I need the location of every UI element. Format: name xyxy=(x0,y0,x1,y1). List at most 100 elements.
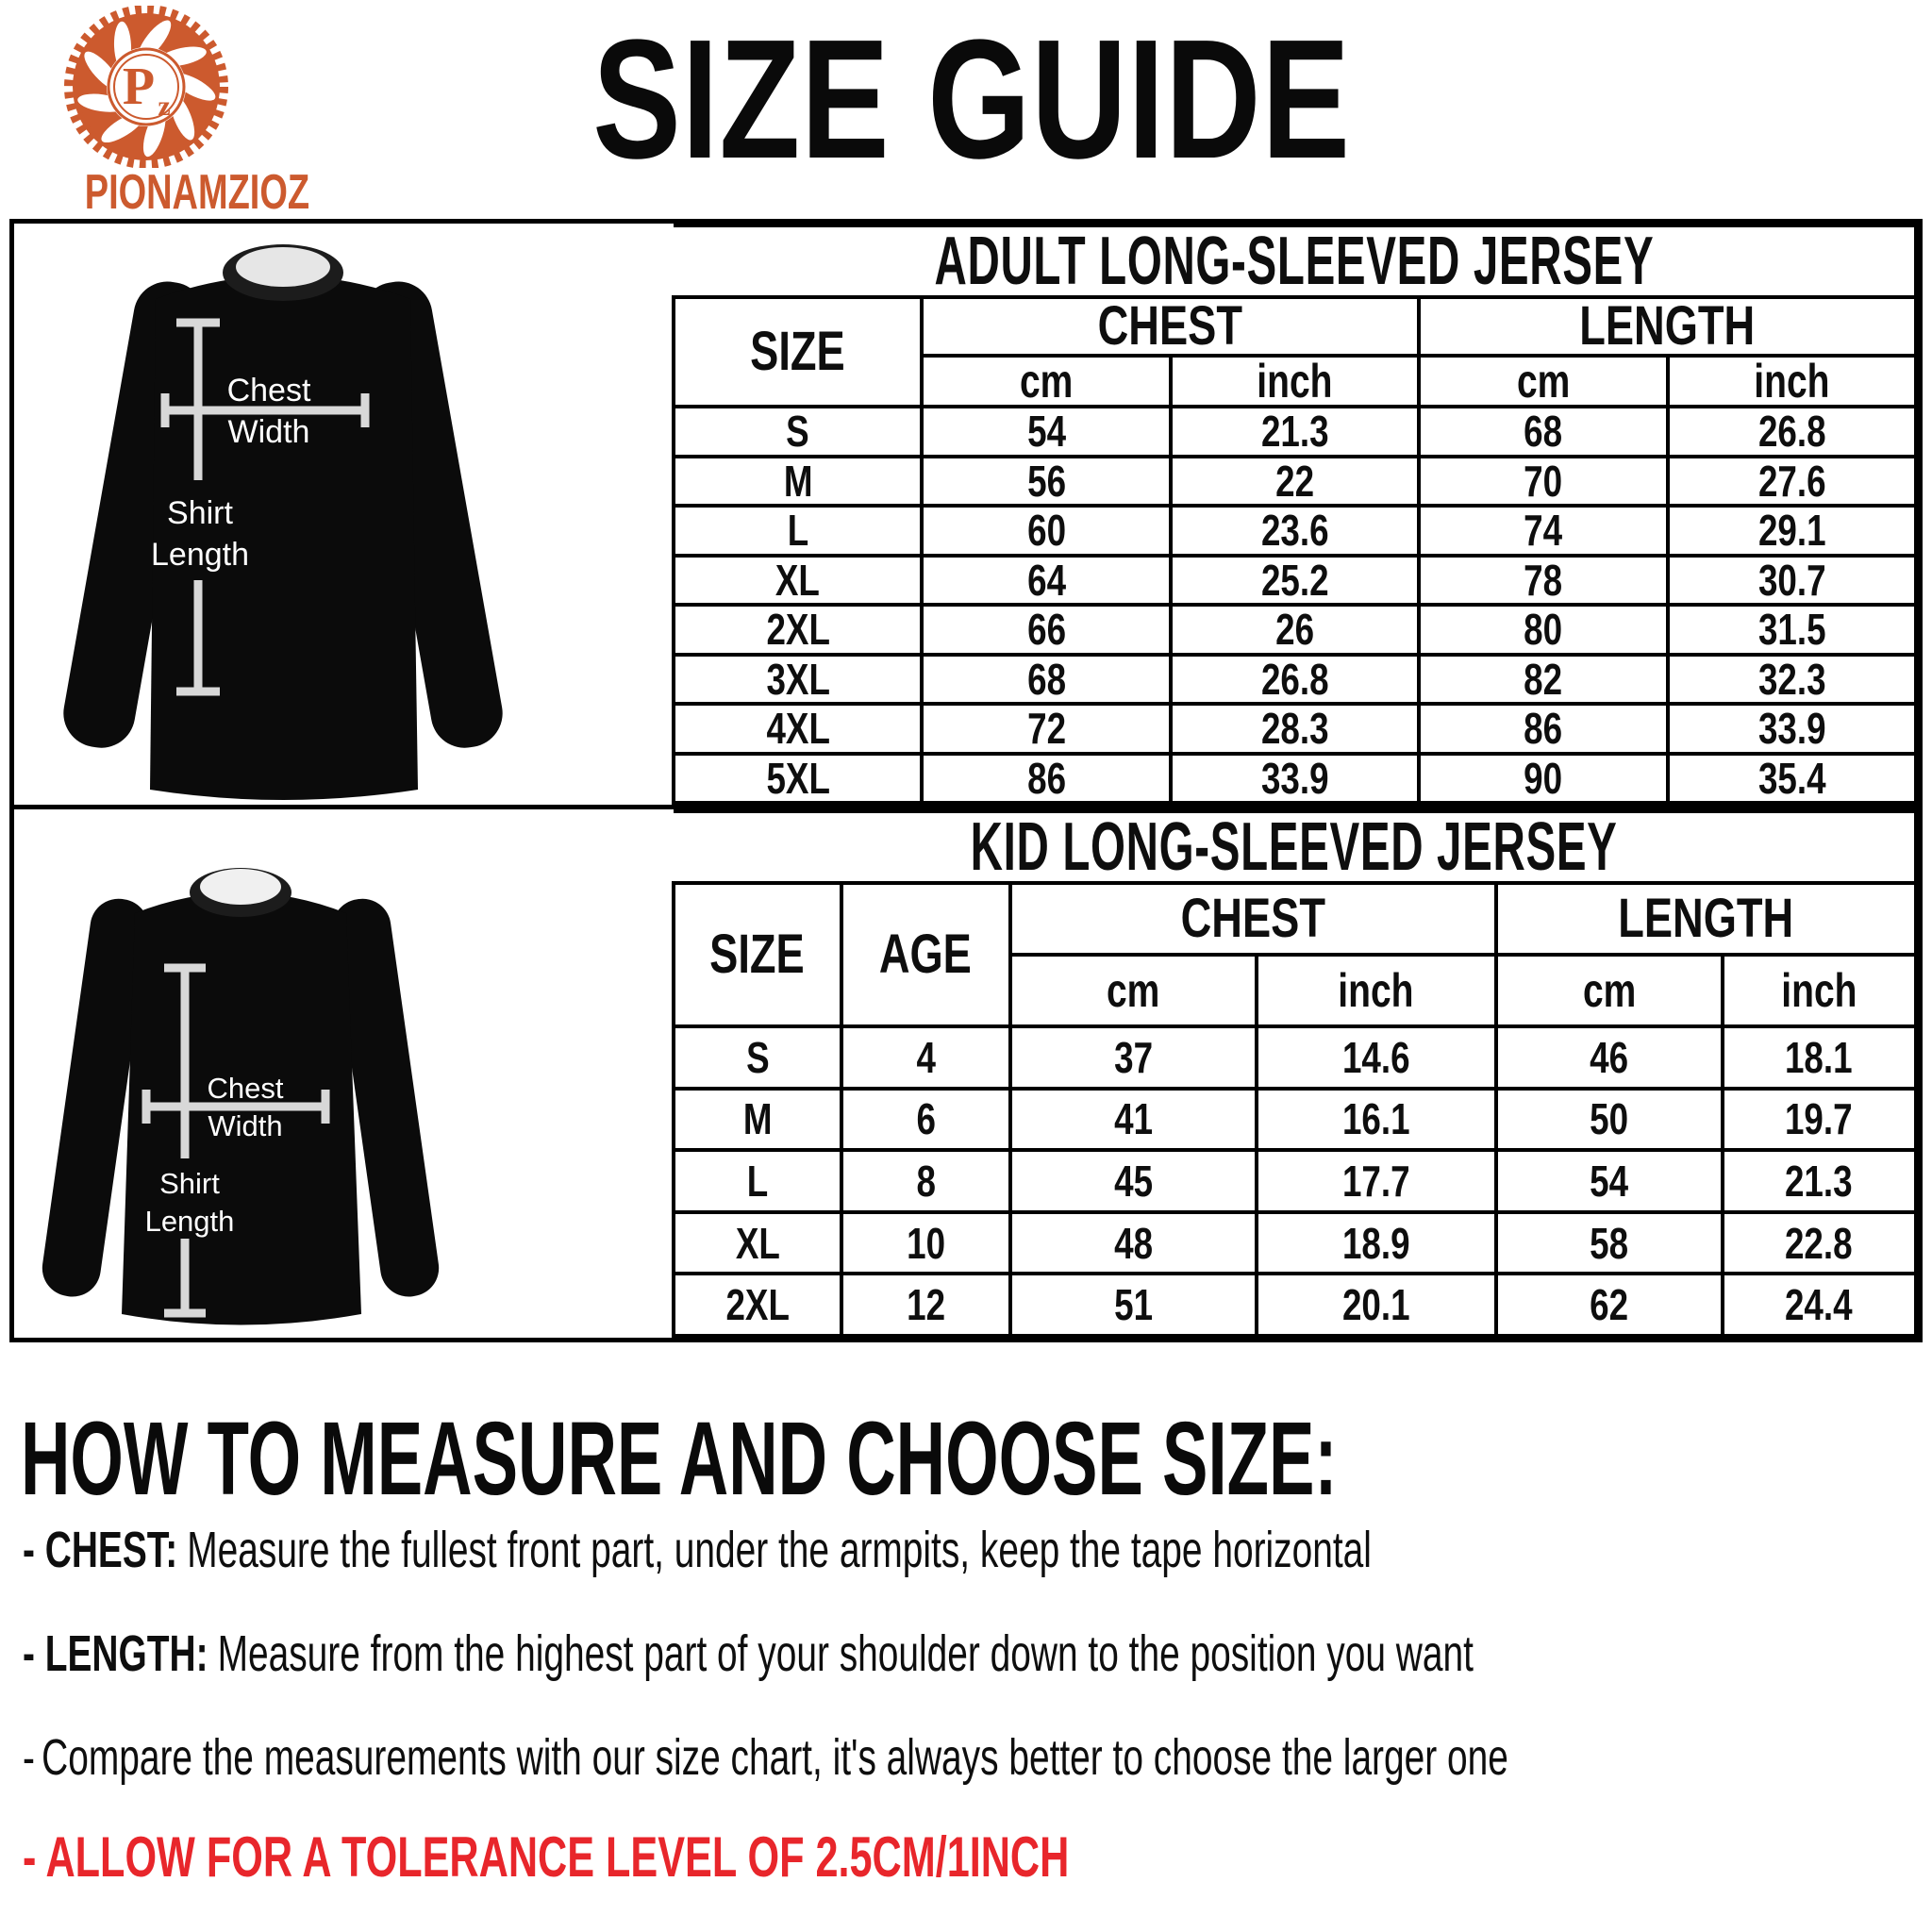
size-cell: XL xyxy=(735,1218,780,1268)
logo-monogram-z: z xyxy=(158,91,170,122)
chest-inch-cell: 14.6 xyxy=(1341,1032,1410,1082)
shirt-length-label-line2: Length xyxy=(151,537,249,573)
chest-inch-cell: 20.1 xyxy=(1341,1280,1410,1330)
length-cm-cell: 82 xyxy=(1524,654,1563,704)
chest-cm-cell: 64 xyxy=(1026,555,1066,605)
length-column-header: LENGTH xyxy=(1579,295,1756,357)
size-cell: 2XL xyxy=(765,605,830,655)
gear-logo-icon: P z xyxy=(64,6,228,168)
chest-inch-cell: 26 xyxy=(1275,605,1314,655)
bullet-label: - xyxy=(23,1825,37,1889)
bullet-text: Measure the fullest front part, under th… xyxy=(187,1522,1372,1578)
brand-name: PIONAMZIOZ xyxy=(84,165,310,220)
length-cm-cell: 46 xyxy=(1590,1032,1629,1082)
adult-table-group-header-row: SIZE CHEST LENGTH xyxy=(671,295,1918,408)
length-cm-cell: 86 xyxy=(1524,704,1563,754)
chest-width-label-line2: Width xyxy=(228,414,310,450)
kid-table-title: KID LONG-SLEEVED JERSEY xyxy=(970,809,1618,885)
size-cell: L xyxy=(787,506,808,556)
bullet-label: - CHEST: xyxy=(23,1522,178,1578)
unit-cm: cm xyxy=(1019,355,1074,408)
length-inch-cell: 29.1 xyxy=(1757,506,1826,556)
adult-table-title: ADULT LONG-SLEEVED JERSEY xyxy=(934,224,1654,299)
chest-cm-cell: 37 xyxy=(1113,1032,1153,1082)
length-inch-cell: 30.7 xyxy=(1757,555,1826,605)
table-row: 2XL 66 26 80 31.5 xyxy=(671,603,1919,657)
length-inch-cell: 21.3 xyxy=(1785,1156,1854,1206)
chest-cm-cell: 45 xyxy=(1113,1156,1153,1206)
adult-table-unit-row: cm inch cm inch xyxy=(674,354,1919,408)
chest-width-line xyxy=(160,393,370,427)
table-row: XL 10 48 18.9 58 22.8 xyxy=(672,1209,1919,1276)
chest-inch-cell: 21.3 xyxy=(1260,407,1329,457)
brand-logo: P z PIONAMZIOZ xyxy=(40,6,309,217)
age-cell: 8 xyxy=(916,1156,936,1206)
chest-inch-cell: 23.6 xyxy=(1260,506,1329,556)
bullet-label: - LENGTH: xyxy=(23,1625,208,1682)
adult-size-table: ADULT LONG-SLEEVED JERSEY SIZE CHEST LEN… xyxy=(671,224,1919,805)
kid-section: Chest Width Shirt Length KID LONG-SLEEVE… xyxy=(14,809,1919,1338)
howto-bullet-length: - LENGTH: Measure from the highest part o… xyxy=(23,1624,1932,1683)
kid-jersey-image: Chest Width Shirt Length xyxy=(42,868,440,1325)
length-cm-cell: 74 xyxy=(1524,506,1563,556)
table-row: S 54 21.3 68 26.8 xyxy=(671,405,1919,458)
chest-column-header: CHEST xyxy=(1180,888,1326,949)
size-cell: 2XL xyxy=(725,1280,790,1330)
length-cm-cell: 54 xyxy=(1590,1156,1629,1206)
chest-cm-cell: 68 xyxy=(1026,654,1066,704)
chest-cm-cell: 51 xyxy=(1113,1280,1153,1330)
adult-jersey-image: Chest Width Shirt Length xyxy=(63,244,503,800)
table-row: 5XL 86 33.9 90 35.4 xyxy=(671,751,1919,805)
howto-bullet-tolerance-warning: - ALLOW FOR A TOLERANCE LEVEL OF 2.5CM/1I… xyxy=(23,1824,1476,1890)
chest-column-header: CHEST xyxy=(1098,295,1243,357)
length-inch-cell: 18.1 xyxy=(1785,1032,1854,1082)
adult-jersey-panel: Chest Width Shirt Length xyxy=(14,224,672,805)
table-row: L 8 45 17.7 54 21.3 xyxy=(672,1148,1919,1214)
unit-cm: cm xyxy=(1516,355,1571,408)
unit-inch: inch xyxy=(1781,964,1857,1017)
length-inch-cell: 35.4 xyxy=(1757,753,1826,803)
table-row: 4XL 72 28.3 86 33.9 xyxy=(671,702,1919,756)
unit-inch: inch xyxy=(1754,355,1830,408)
chest-inch-cell: 25.2 xyxy=(1260,555,1329,605)
table-row: 2XL 12 51 20.1 62 24.4 xyxy=(672,1272,1919,1338)
kid-table-title-row: KID LONG-SLEEVED JERSEY xyxy=(674,809,1918,885)
chest-inch-cell: 16.1 xyxy=(1341,1094,1410,1144)
howto-bullet-chest: - CHEST: Measure the fullest front part, … xyxy=(23,1521,1896,1579)
length-cm-cell: 62 xyxy=(1590,1280,1629,1330)
length-inch-cell: 19.7 xyxy=(1785,1094,1854,1144)
chest-cm-cell: 60 xyxy=(1026,506,1066,556)
adult-section: Chest Width Shirt Length ADULT LONG-SLEE… xyxy=(14,224,1919,809)
shirt-length-line xyxy=(164,963,206,1318)
table-row: S 4 37 14.6 46 18.1 xyxy=(672,1024,1919,1091)
table-row: 3XL 68 26.8 82 32.3 xyxy=(671,652,1919,706)
chest-inch-cell: 17.7 xyxy=(1341,1156,1410,1206)
kid-table-unit-row: cm inch cm inch xyxy=(674,953,1919,1028)
length-inch-cell: 22.8 xyxy=(1785,1218,1854,1268)
table-row: M 6 41 16.1 50 19.7 xyxy=(672,1086,1919,1153)
length-inch-cell: 26.8 xyxy=(1757,407,1826,457)
kid-jersey-panel: Chest Width Shirt Length xyxy=(14,809,672,1338)
length-cm-cell: 68 xyxy=(1524,407,1563,457)
size-cell: M xyxy=(783,456,813,506)
adult-table-title-row: ADULT LONG-SLEEVED JERSEY xyxy=(674,224,1918,299)
kid-table-group-header-row: SIZE AGE CHEST LENGTH xyxy=(672,881,1919,1028)
length-inch-cell: 33.9 xyxy=(1757,704,1826,754)
bullet-text: Compare the measurements with our size c… xyxy=(42,1729,1508,1786)
size-cell: L xyxy=(746,1156,769,1206)
unit-inch: inch xyxy=(1257,355,1333,408)
unit-inch: inch xyxy=(1338,964,1414,1017)
bullet-text: Measure from the highest part of your sh… xyxy=(217,1625,1474,1682)
chest-width-label-line1: Chest xyxy=(227,373,311,408)
age-cell: 12 xyxy=(906,1280,945,1330)
chest-cm-cell: 56 xyxy=(1026,456,1066,506)
length-cm-cell: 78 xyxy=(1524,555,1563,605)
bullet-label: - xyxy=(23,1729,35,1786)
bullet-text: ALLOW FOR A TOLERANCE LEVEL OF 2.5CM/1IN… xyxy=(45,1825,1070,1889)
length-cm-cell: 70 xyxy=(1524,456,1563,506)
logo-monogram-p: P xyxy=(123,58,155,116)
howto-heading: HOW TO MEASURE AND CHOOSE SIZE: xyxy=(21,1401,1338,1517)
shirt-length-line xyxy=(176,318,220,696)
shirt-length-label-line1: Shirt xyxy=(167,495,233,531)
